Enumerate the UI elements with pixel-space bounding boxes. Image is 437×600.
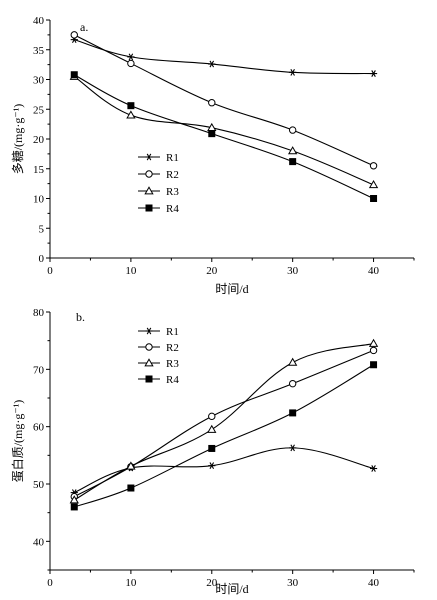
data-point-r1-2 (208, 60, 216, 68)
data-point-r3-0 (69, 495, 79, 504)
series-line-r4 (74, 74, 374, 200)
x-axis-label-b: 时间/d (215, 582, 248, 596)
legend-b: R1 R2 R3 R4 (138, 326, 179, 386)
data-point-r3-2 (207, 424, 217, 433)
y-tick-label-b: 50 (33, 479, 45, 491)
data-point-r4-2 (208, 130, 216, 138)
panel-label-b: b. (76, 310, 85, 324)
series-r4-a (70, 71, 378, 202)
series-line-r3 (73, 76, 374, 186)
legend-label-r3: R3 (166, 186, 179, 198)
data-point-r1-4 (369, 70, 378, 77)
data-point-r3-4 (368, 180, 379, 189)
y-tick-label-a: 40 (33, 15, 45, 27)
series-r2-a (70, 31, 378, 170)
data-point-r1-2 (208, 462, 216, 470)
x-axis-label-a: 时间/d (215, 282, 248, 296)
legend-label-r2: R2 (166, 169, 179, 181)
data-point-r2-1 (127, 59, 135, 68)
x-tick-label-b: 40 (368, 577, 380, 589)
legend-marker-r2 (145, 170, 153, 178)
data-point-r2-3 (288, 379, 297, 388)
data-point-r4-4 (370, 195, 378, 202)
y-tick-label-a: 0 (39, 253, 45, 265)
legend-label-r3: R3 (166, 358, 179, 370)
data-point-r3-1 (126, 461, 136, 470)
data-point-r1-1 (127, 53, 135, 61)
data-point-r1-4 (369, 465, 378, 472)
x-tick-label-a: 40 (368, 265, 380, 277)
x-tick-label-a: 20 (206, 265, 218, 277)
data-point-r4-0 (70, 503, 78, 511)
x-tick-label-b: 30 (287, 577, 299, 589)
x-tick-label-a: 0 (47, 265, 53, 277)
y-tick-label-a: 35 (33, 45, 45, 57)
data-point-r4-1 (127, 484, 135, 492)
y-tick-label-b: 80 (33, 307, 45, 319)
y-tick-label-a: 30 (33, 75, 45, 87)
data-point-r1-3 (289, 68, 297, 76)
series-r3-b (69, 338, 379, 504)
data-point-r4-2 (208, 444, 216, 452)
data-point-r3-3 (288, 357, 298, 366)
legend-label-r4: R4 (166, 374, 179, 386)
series-r2-b (70, 346, 378, 501)
x-tick-label-b: 20 (206, 577, 218, 589)
legend-label-r2: R2 (166, 342, 179, 354)
x-tick-label-b: 0 (47, 577, 53, 589)
series-line-r3 (73, 342, 374, 501)
legend-label-r1: R1 (166, 326, 179, 338)
legend-marker-r4 (145, 375, 153, 383)
y-tick-label-a: 10 (33, 194, 45, 206)
legend-marker-r3 (144, 358, 154, 367)
data-point-r2-3 (288, 126, 297, 134)
x-tick-label-a: 30 (287, 265, 299, 277)
x-tick-label-b: 10 (125, 577, 137, 589)
series-r3-a (69, 71, 379, 189)
legend-marker-r1 (145, 153, 153, 161)
y-axis-label-b: 蛋白质/(mg·g⁻¹) (10, 400, 25, 483)
y-tick-label-a: 20 (33, 134, 45, 146)
legend-marker-r3 (144, 186, 154, 195)
series-line-r4 (74, 364, 374, 508)
legend-marker-r2 (145, 343, 153, 351)
data-point-r3-4 (368, 338, 379, 347)
legend-a: R1 R2 R3 R4 (138, 152, 179, 215)
data-point-r3-1 (126, 110, 136, 119)
chart-b: b. 时间/d 蛋白质/(mg·g⁻¹) 0 10 20 30 40 40 50 60 70 80… (10, 307, 415, 596)
chart-a: a. 时间/d 多糖/(mg·g⁻¹) 0 10 20 30 40 0 5 10 15 20 25 3… (10, 15, 415, 296)
y-tick-label-a: 15 (33, 164, 45, 176)
legend-marker-r1 (145, 327, 153, 335)
legend-label-r4: R4 (166, 203, 179, 215)
series-r1-b (70, 444, 378, 497)
series-r4-b (70, 361, 378, 511)
data-point-r3-3 (288, 146, 298, 155)
data-point-r2-2 (208, 99, 216, 107)
data-point-r2-4 (369, 346, 378, 355)
legend-label-r1: R1 (166, 152, 179, 164)
data-point-r2-2 (208, 412, 216, 421)
y-tick-label-b: 70 (33, 364, 45, 376)
series-r1-a (70, 36, 378, 77)
series-line-r1 (74, 447, 374, 494)
series-line-r2 (74, 349, 374, 498)
data-point-r2-0 (70, 31, 78, 39)
x-tick-label-a: 10 (125, 265, 137, 277)
data-point-r4-3 (289, 409, 297, 417)
data-point-r4-1 (127, 102, 135, 110)
y-tick-label-b: 60 (33, 422, 45, 434)
data-point-r4-4 (370, 361, 378, 369)
legend-marker-r4 (145, 204, 153, 212)
y-tick-label-a: 25 (33, 104, 45, 116)
y-tick-label-b: 40 (33, 536, 45, 548)
data-point-r4-0 (70, 71, 78, 79)
y-tick-label-a: 5 (39, 223, 45, 235)
panel-label-a: a. (80, 20, 88, 34)
data-point-r1-3 (289, 444, 297, 452)
data-point-r4-3 (289, 158, 297, 166)
data-point-r2-4 (369, 162, 378, 170)
y-axis-label-a: 多糖/(mg·g⁻¹) (10, 104, 25, 175)
series-line-r1 (74, 39, 374, 75)
